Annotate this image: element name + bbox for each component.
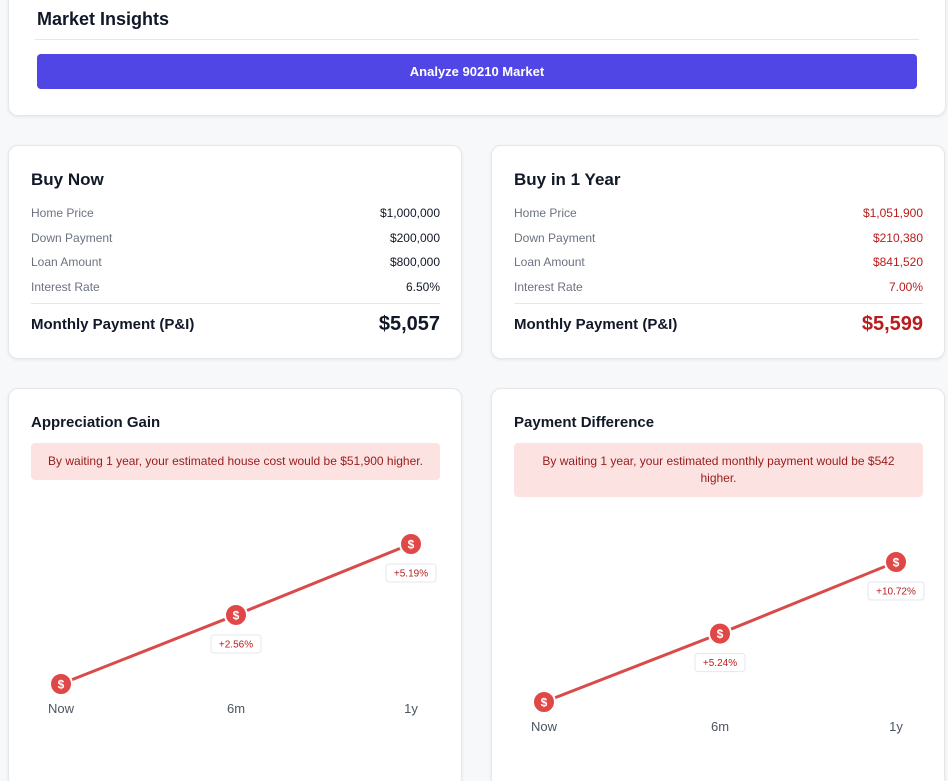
data-label-box [385, 563, 437, 583]
dollar-glyph: $ [541, 696, 548, 710]
market-insights-title: Market Insights [37, 9, 170, 29]
data-label: +5.24% [703, 658, 737, 669]
interest-rate-label: Interest Rate [514, 280, 583, 294]
payment-difference-chart: $ Now $ +5.24% 6m $ +10.72% 1y [531, 550, 925, 734]
monthly-payment-label: Monthly Payment (P&I) [514, 316, 678, 333]
x-tick-label: 1y [889, 719, 903, 734]
data-label: +5.19% [394, 569, 428, 580]
x-tick-label: Now [531, 719, 558, 734]
home-price-label: Home Price [31, 206, 94, 220]
divider [31, 303, 440, 304]
data-label: +2.56% [219, 639, 253, 650]
interest-rate-row: Interest Rate 7.00% [514, 280, 923, 296]
market-insights-card: Market Insights Analyze 90210 Market [8, 0, 946, 116]
appreciation-chart: $ Now $ +2.56% 6m $ +5.19% 1y [48, 532, 437, 716]
dollar-icon [399, 532, 423, 556]
data-point: $ [708, 621, 732, 646]
dollar-glyph: $ [717, 627, 724, 641]
down-payment-value: $200,000 [389, 231, 440, 245]
data-point: $ [884, 550, 908, 574]
down-payment-row: Down Payment $200,000 [31, 231, 440, 247]
loan-amount-row: Loan Amount $800,000 [31, 255, 440, 271]
down-payment-label: Down Payment [31, 231, 113, 245]
x-tick-label: 6m [711, 719, 729, 734]
payment-difference-card: Payment Difference By waiting 1 year, yo… [491, 388, 945, 781]
payment-difference-note: By waiting 1 year, your estimated monthl… [514, 443, 923, 497]
home-price-value: $1,000,000 [379, 206, 440, 220]
dollar-icon [224, 602, 248, 627]
down-payment-value: $210,380 [872, 231, 923, 245]
loan-amount-value: $841,520 [872, 255, 923, 269]
down-payment-row: Down Payment $210,380 [514, 231, 923, 247]
x-tick-label: 1y [404, 701, 418, 716]
buy-now-card: Buy Now Home Price $1,000,000 Down Payme… [8, 145, 462, 359]
dollar-glyph: $ [408, 538, 415, 552]
buy-now-title: Buy Now [31, 170, 104, 189]
payment-difference-title: Payment Difference [514, 414, 655, 431]
dollar-icon [708, 621, 732, 646]
dollar-icon [884, 550, 908, 574]
buy-in-1-year-card: Buy in 1 Year Home Price $1,051,900 Down… [491, 145, 945, 359]
home-price-row: Home Price $1,051,900 [514, 206, 923, 222]
divider [35, 39, 919, 40]
dollar-icon [532, 690, 556, 714]
data-point: $ [49, 672, 73, 696]
monthly-payment-row: Monthly Payment (P&I) $5,057 [31, 313, 440, 336]
interest-rate-value: 7.00% [888, 280, 923, 294]
x-tick-label: 6m [227, 701, 245, 716]
monthly-payment-row: Monthly Payment (P&I) $5,599 [514, 313, 923, 336]
home-price-value: $1,051,900 [862, 206, 923, 220]
dollar-glyph: $ [233, 608, 240, 622]
appreciation-gain-card: Appreciation Gain By waiting 1 year, you… [8, 388, 462, 781]
loan-amount-label: Loan Amount [31, 255, 102, 269]
x-tick-label: Now [48, 701, 75, 716]
home-price-label: Home Price [514, 206, 577, 220]
data-label-box [694, 653, 746, 673]
data-label-box [867, 581, 925, 601]
dollar-glyph: $ [893, 556, 900, 570]
monthly-payment-label: Monthly Payment (P&I) [31, 316, 195, 333]
monthly-payment-value: $5,599 [861, 313, 923, 335]
data-point: $ [224, 602, 248, 627]
data-label-box [210, 634, 262, 654]
loan-amount-label: Loan Amount [514, 255, 585, 269]
monthly-payment-value: $5,057 [378, 313, 440, 335]
interest-rate-row: Interest Rate 6.50% [31, 280, 440, 296]
buy-in-1-year-title: Buy in 1 Year [514, 170, 621, 189]
dollar-icon [49, 672, 73, 696]
dollar-glyph: $ [58, 678, 65, 692]
down-payment-label: Down Payment [514, 231, 596, 245]
home-price-row: Home Price $1,000,000 [31, 206, 440, 222]
data-point: $ [532, 690, 556, 714]
data-point: $ [399, 532, 423, 556]
divider [514, 303, 923, 304]
loan-amount-value: $800,000 [389, 255, 440, 269]
interest-rate-value: 6.50% [405, 280, 440, 294]
analyze-market-button[interactable]: Analyze 90210 Market [37, 54, 917, 89]
interest-rate-label: Interest Rate [31, 280, 100, 294]
data-label: +10.72% [876, 587, 916, 598]
loan-amount-row: Loan Amount $841,520 [514, 255, 923, 271]
appreciation-gain-title: Appreciation Gain [31, 414, 161, 431]
appreciation-note: By waiting 1 year, your estimated house … [31, 443, 440, 480]
